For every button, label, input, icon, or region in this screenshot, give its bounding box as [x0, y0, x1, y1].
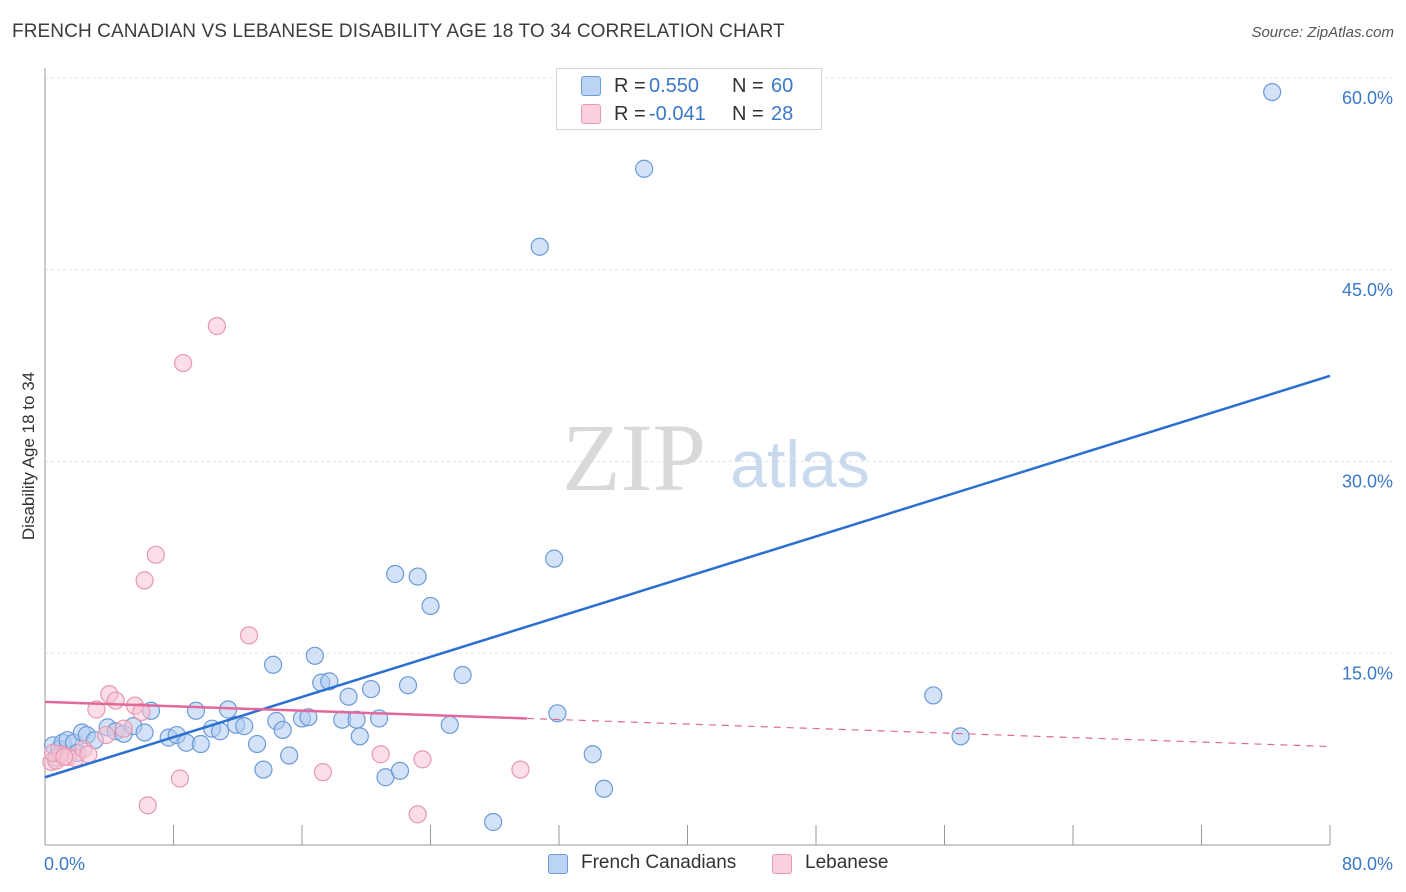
point-french-canadians [635, 159, 654, 178]
point-french-canadians [247, 734, 267, 754]
watermark-zip: ZIP [562, 404, 706, 511]
point-french-canadians [408, 567, 427, 586]
chart-title: FRENCH CANADIAN VS LEBANESE DISABILITY A… [12, 21, 785, 42]
point-french-canadians [320, 672, 339, 691]
stats-row-lebanese: R = -0.041 N = 28 [557, 101, 821, 129]
point-lebanese [135, 571, 154, 590]
point-french-canadians [305, 646, 324, 665]
y-tick-label: 45.0% [1342, 280, 1393, 300]
point-french-canadians [135, 723, 154, 742]
legend-swatch-pink [581, 104, 601, 124]
point-lebanese [146, 545, 165, 564]
point-french-canadians [484, 812, 503, 832]
y-tick-label: 30.0% [1342, 472, 1393, 492]
point-lebanese [132, 702, 151, 722]
n-value: 60 [771, 75, 794, 97]
point-french-canadians [421, 596, 440, 616]
stats-row-french-canadians: R = 0.550 N = 60 [557, 73, 821, 101]
legend-swatch-pink [772, 854, 792, 874]
trend-line-lebanese [526, 717, 1331, 748]
grid-layer [45, 77, 1392, 654]
legend-swatch-blue [548, 854, 568, 874]
point-french-canadians [390, 761, 410, 780]
point-lebanese [87, 700, 106, 719]
point-french-canadians [386, 564, 405, 584]
x-tick-label: 0.0% [44, 854, 85, 874]
point-lebanese [114, 719, 133, 738]
point-french-canadians [280, 746, 299, 765]
x-tick-label: 80.0% [1342, 854, 1393, 874]
point-lebanese [79, 745, 98, 764]
point-lebanese [55, 747, 74, 766]
stats-legend: R = 0.550 N = 60 R = -0.041 N = 28 [556, 68, 822, 130]
point-french-canadians [545, 549, 564, 568]
point-french-canadians [594, 779, 614, 798]
point-french-canadians [235, 717, 254, 736]
point-french-canadians [361, 679, 381, 699]
n-label: N = [732, 75, 764, 97]
point-lebanese [408, 805, 427, 824]
point-lebanese [106, 691, 125, 710]
r-label: R = [614, 103, 646, 125]
r-value: 0.550 [649, 75, 700, 97]
point-lebanese [239, 626, 259, 645]
point-french-canadians [453, 665, 472, 685]
point-lebanese [96, 725, 116, 745]
y-tick-label: 15.0% [1342, 663, 1393, 683]
point-french-canadians [924, 686, 943, 705]
axis-layer [44, 68, 1331, 846]
point-french-canadians [339, 687, 358, 706]
point-lebanese [174, 353, 193, 373]
trend-line-lebanese [44, 700, 527, 720]
r-label: R = [614, 75, 646, 97]
trend-layer [44, 374, 1331, 779]
points-layer [42, 82, 1282, 832]
point-lebanese [511, 760, 530, 779]
point-french-canadians [583, 745, 602, 764]
point-lebanese [170, 769, 190, 788]
point-french-canadians [548, 704, 567, 723]
point-lebanese [138, 796, 157, 815]
point-lebanese [207, 316, 226, 336]
point-french-canadians [398, 676, 418, 695]
labels-layer: 15.0% 30.0% 45.0% 60.0% 0.0% 80.0% [44, 88, 1393, 874]
point-french-canadians [299, 708, 318, 727]
point-lebanese [313, 763, 332, 782]
point-french-canadians [263, 655, 283, 674]
point-french-canadians [530, 237, 549, 256]
point-french-canadians [1263, 82, 1282, 102]
watermark-atlas: atlas [730, 427, 869, 501]
point-french-canadians [350, 727, 369, 746]
point-french-canadians [186, 701, 206, 720]
legend-swatch-blue [581, 76, 601, 96]
point-french-canadians [440, 715, 459, 734]
point-lebanese [371, 745, 390, 764]
n-value: 28 [771, 103, 794, 125]
legend-label: Lebanese [805, 852, 889, 873]
r-value: -0.041 [649, 103, 706, 125]
point-french-canadians [273, 720, 292, 740]
legend-label: French Canadians [581, 852, 737, 873]
point-lebanese [413, 750, 432, 769]
y-tick-label: 60.0% [1342, 88, 1393, 108]
watermark: ZIP atlas [562, 404, 870, 511]
point-french-canadians [191, 734, 210, 754]
source-label: Source: ZipAtlas.com [1251, 24, 1394, 41]
point-french-canadians [951, 727, 970, 746]
n-label: N = [732, 103, 764, 125]
point-french-canadians [254, 760, 273, 779]
y-axis-label: Disability Age 18 to 34 [19, 372, 38, 540]
